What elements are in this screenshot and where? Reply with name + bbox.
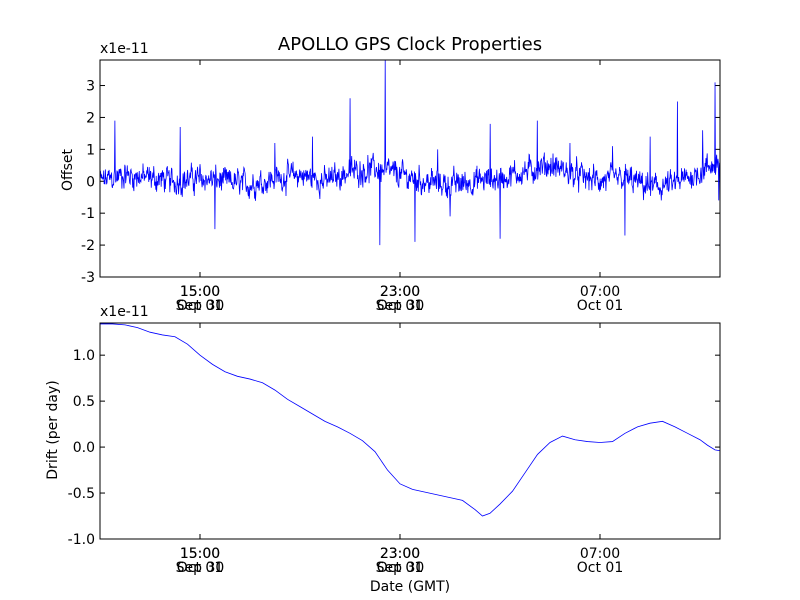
offset-x-tick-time: 15:00 (180, 284, 220, 300)
offset-plot-frame (99, 59, 721, 278)
offset-x-tick-time: 23:00 (380, 284, 420, 300)
drift-y-tick-label: -1.0 (68, 532, 95, 548)
drift-axis-label: Drift (per day) (45, 380, 61, 479)
drift-x-tick-date: Sep 30 (376, 560, 425, 576)
offset-y-ticks: -3 -2 -1 0 1 2 3 (81, 79, 720, 286)
offset-y-tick-label: -1 (81, 206, 95, 222)
drift-x-tick-time: 23:00 (380, 546, 420, 562)
drift-x-tick-time: 15:00 (180, 546, 220, 562)
offset-y-tick-label: 1 (86, 142, 95, 158)
chart-title: APOLLO GPS Clock Properties (278, 34, 542, 55)
drift-y-tick-label: 0.0 (73, 440, 95, 456)
drift-y-tick-label: 0.5 (73, 394, 95, 410)
offset-x-tick-time: 15:00 (180, 284, 220, 300)
offset-x-tick-time: 23:00 (380, 284, 420, 300)
offset-axis-label: Offset (60, 148, 76, 191)
offset-y-tick-label: 3 (86, 79, 95, 95)
drift-y-tick-label: 1.0 (73, 348, 95, 364)
drift-y-ticks: -1.0 -0.5 0.0 0.5 1.0 (68, 348, 720, 548)
drift-x-tick-date: Oct 01 (177, 560, 223, 576)
drift-x-tick-time: 23:00 (380, 546, 420, 562)
date-axis-label: Date (GMT) (370, 579, 450, 595)
drift-plot-frame (99, 322, 721, 540)
offset-x-tick-date: Oct 01 (577, 298, 623, 314)
drift-series-line (100, 323, 721, 517)
offset-scale-label: x1e-11 (100, 41, 149, 57)
drift-x-tick-time: 07:00 (580, 546, 620, 562)
offset-x-tick-date: Sep 30 (376, 298, 425, 314)
offset-y-tick-label: 2 (86, 110, 95, 126)
offset-x-tick-time: 07:00 (580, 284, 620, 300)
drift-y-tick-label: -0.5 (68, 486, 95, 502)
drift-x-tick-date: Oct 01 (377, 560, 423, 576)
offset-x-tick-date: Oct 01 (177, 298, 223, 314)
offset-y-tick-label: -2 (81, 238, 95, 254)
drift-x-tick-date: Sep 30 (176, 560, 225, 576)
drift-scale-label: x1e-11 (100, 304, 149, 320)
drift-x-tick-time: 15:00 (180, 546, 220, 562)
offset-x-tick-date: Oct 01 (377, 298, 423, 314)
offset-x-tick-date: Sep 30 (176, 298, 225, 314)
offset-y-tick-label: 0 (86, 174, 95, 190)
offset-series-line (99, 59, 721, 246)
drift-x-tick-date: Oct 01 (577, 560, 623, 576)
offset-y-tick-label: -3 (81, 270, 95, 286)
